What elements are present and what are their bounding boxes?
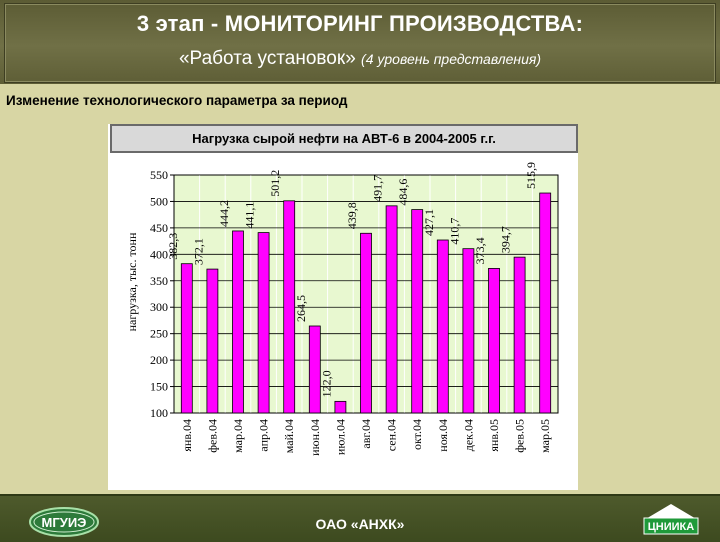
y-tick-label: 300: [150, 300, 168, 314]
bar: [513, 256, 526, 414]
bar: [411, 209, 424, 414]
cniika-logo: ЦНИИКА: [643, 504, 699, 535]
page-title: 3 этап - МОНИТОРИНГ ПРОИЗВОДСТВА:: [136, 11, 584, 36]
bar: [232, 230, 244, 414]
x-tick-label: мар.04: [231, 419, 245, 453]
x-tick-label: ноя.04: [436, 419, 450, 452]
page-subtitle: «Работа установок» (4 уровень представле…: [0, 48, 720, 70]
section-heading: Изменение технологического параметра за …: [6, 93, 348, 108]
data-label: 382,3: [166, 233, 180, 260]
x-tick-label: май.04: [282, 419, 296, 453]
bar: [308, 325, 321, 414]
x-tick-label: июн.04: [308, 419, 322, 456]
data-label: 441,1: [243, 202, 257, 229]
subtitle-note: (4 уровень представления): [361, 51, 542, 67]
header-banner: 3 этап - МОНИТОРИНГ ПРОИЗВОДСТВА: «Работ…: [0, 0, 720, 84]
data-label: 491,7: [371, 175, 385, 202]
data-label: 484,6: [396, 179, 410, 206]
x-tick-label: дек.04: [461, 419, 475, 451]
y-tick-label: 200: [150, 353, 168, 367]
data-label: 515,9: [524, 162, 538, 189]
bar: [436, 239, 449, 414]
bar: [180, 263, 193, 414]
bar: [539, 192, 552, 414]
x-tick-label: сен.04: [385, 419, 399, 451]
bar: [385, 205, 398, 414]
x-tick-label: апр.04: [257, 419, 271, 452]
footer-bar: ОАО «АНХК»: [0, 494, 720, 542]
bar: [334, 400, 347, 414]
x-tick-label: фев.05: [513, 419, 527, 453]
header-frame: [4, 3, 716, 83]
data-label: 394,7: [499, 226, 513, 253]
subtitle-main: «Работа установок»: [178, 48, 356, 69]
y-tick-label: 100: [150, 406, 168, 420]
y-tick-label: 450: [150, 221, 168, 235]
y-tick-label: 250: [150, 327, 168, 341]
bar: [462, 248, 475, 414]
mguie-logo: МГУИЭ: [29, 507, 99, 537]
y-tick-label: 500: [150, 194, 168, 208]
x-tick-label: янв.05: [487, 419, 501, 452]
data-label: 372,1: [191, 238, 205, 265]
x-tick-label: фев.04: [205, 419, 219, 453]
data-label: 427,1: [422, 209, 436, 236]
y-axis-title: нагрузка, тыс. тонн: [125, 232, 139, 331]
x-tick-label: мар.05: [538, 419, 552, 453]
bar: [257, 232, 270, 414]
x-tick-label: янв.04: [180, 419, 194, 452]
data-label: 373,4: [473, 237, 487, 264]
x-tick-label: июл.04: [333, 419, 347, 455]
chart-title: Нагрузка сырой нефти на АВТ-6 в 2004-200…: [110, 124, 578, 153]
data-label: 264,5: [294, 295, 308, 322]
footer-org: ОАО «АНХК»: [315, 516, 405, 532]
y-tick-label: 350: [150, 274, 168, 288]
bar: [360, 232, 372, 414]
bar: [206, 268, 219, 414]
data-label: 439,8: [345, 202, 359, 229]
data-label: 122,0: [319, 370, 333, 397]
y-tick-label: 150: [150, 380, 168, 394]
x-tick-label: окт.04: [410, 419, 424, 450]
data-label: 410,7: [447, 218, 461, 245]
logo-right-text: ЦНИИКА: [648, 521, 695, 533]
data-label: 444,2: [217, 200, 231, 227]
x-tick-label: авг.04: [359, 419, 373, 449]
y-tick-label: 400: [150, 247, 168, 261]
logo-left-text: МГУИЭ: [42, 515, 87, 530]
y-tick-label: 550: [150, 168, 168, 182]
bar: [488, 268, 500, 414]
data-label: 501,2: [268, 170, 282, 197]
bar-chart: 100 150 200 250 300 350 400 450 500 550 нагрузка, …: [125, 162, 559, 456]
bar: [283, 200, 296, 414]
